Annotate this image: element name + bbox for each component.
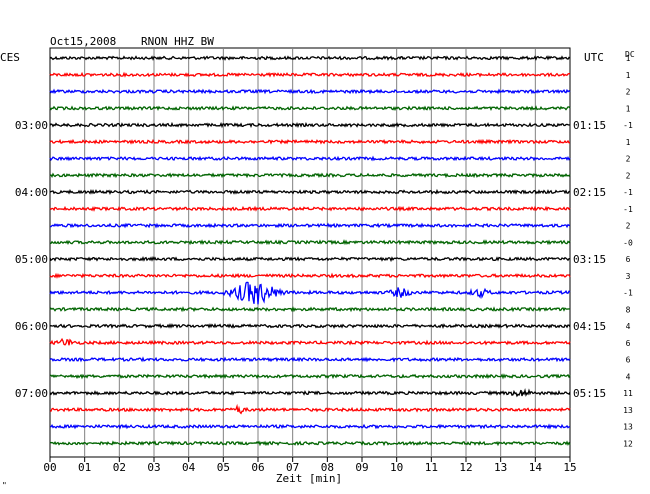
left-time-label: 04:00 bbox=[15, 186, 48, 199]
dc-value-label: 1 bbox=[626, 71, 631, 80]
x-tick-label: 12 bbox=[459, 461, 472, 474]
trace-line bbox=[49, 373, 571, 380]
dc-value-label: 6 bbox=[626, 255, 631, 264]
x-tick-label: 15 bbox=[563, 461, 576, 474]
corner-mark: " bbox=[2, 481, 7, 490]
dc-value-label: -1 bbox=[623, 205, 633, 214]
trace-line bbox=[49, 440, 571, 447]
dc-value-label: -1 bbox=[623, 289, 633, 298]
trace-line bbox=[49, 306, 571, 313]
trace-line bbox=[49, 55, 571, 61]
x-tick-label: 02 bbox=[113, 461, 126, 474]
dc-value-label: 8 bbox=[626, 305, 631, 314]
x-tick-label: 04 bbox=[182, 461, 196, 474]
x-tick-label: 13 bbox=[494, 461, 507, 474]
chart-date: Oct15,2008 bbox=[50, 35, 116, 48]
trace-line bbox=[49, 337, 571, 346]
plot-frame bbox=[49, 47, 571, 458]
x-tick-label: 09 bbox=[355, 461, 368, 474]
left-time-label: 03:00 bbox=[15, 119, 48, 132]
dc-value-label: 13 bbox=[623, 423, 633, 432]
time-labels: 03:00 04:00 05:00 06:00 07:00 01:15 02:15 03:15… bbox=[15, 119, 606, 400]
right-time-label: 04:15 bbox=[573, 320, 606, 333]
dc-value-label: -0 bbox=[623, 238, 633, 247]
right-time-label: 02:15 bbox=[573, 186, 606, 199]
trace-line bbox=[49, 356, 571, 363]
right-timezone-label: UTC bbox=[584, 51, 604, 64]
x-tick-label: 01 bbox=[78, 461, 91, 474]
trace-line bbox=[49, 281, 571, 305]
dc-value-label: 4 bbox=[626, 322, 631, 331]
dc-column-header: DC bbox=[625, 50, 635, 59]
left-time-label: 06:00 bbox=[15, 320, 48, 333]
x-tick-label: 08 bbox=[321, 461, 334, 474]
trace-line bbox=[49, 155, 571, 162]
trace-line bbox=[49, 172, 571, 179]
x-tick-label: 03 bbox=[147, 461, 160, 474]
left-time-label: 05:00 bbox=[15, 253, 48, 266]
trace-line bbox=[49, 205, 571, 212]
x-tick-label: 10 bbox=[390, 461, 403, 474]
dc-value-label: 1 bbox=[626, 138, 631, 147]
dc-value-label: 2 bbox=[626, 222, 631, 231]
dc-value-label: 11 bbox=[623, 389, 633, 398]
x-tick-label: 07 bbox=[286, 461, 299, 474]
trace-line bbox=[49, 88, 571, 95]
x-tick-label: 06 bbox=[251, 461, 264, 474]
chart-station: RNON HHZ BW bbox=[141, 35, 214, 48]
dc-value-label: 3 bbox=[626, 272, 631, 281]
trace-line bbox=[49, 255, 571, 263]
dc-value-label: 13 bbox=[623, 406, 633, 415]
x-tick-label: 05 bbox=[217, 461, 230, 474]
trace-line bbox=[50, 222, 571, 229]
right-time-label: 05:15 bbox=[573, 387, 606, 400]
trace-line bbox=[49, 423, 571, 430]
trace-line bbox=[49, 322, 571, 329]
trace-line bbox=[49, 403, 571, 415]
trace-line bbox=[49, 121, 571, 129]
left-timezone-label: CES bbox=[0, 51, 20, 64]
trace-line bbox=[49, 272, 571, 279]
dc-value-label: 1 bbox=[626, 104, 631, 113]
dc-value-label: -1 bbox=[623, 121, 633, 130]
trace-line bbox=[49, 71, 571, 78]
dc-value-label: -1 bbox=[623, 188, 633, 197]
dc-value-label: 2 bbox=[626, 155, 631, 164]
dc-value-label: 6 bbox=[626, 356, 631, 365]
x-tick-label: 11 bbox=[425, 461, 438, 474]
dc-value-label: 2 bbox=[626, 171, 631, 180]
trace-line bbox=[49, 188, 571, 195]
x-axis-ticks: 00 01 02 03 04 05 06 07 08 09 10 11 12 13 14 15 bbox=[43, 457, 577, 474]
dc-value-label: 12 bbox=[623, 439, 633, 448]
trace-line bbox=[49, 105, 571, 112]
right-time-label: 01:15 bbox=[573, 119, 606, 132]
trace-line bbox=[49, 239, 571, 246]
x-axis-label: Zeit [min] bbox=[276, 472, 342, 485]
left-time-label: 07:00 bbox=[15, 387, 48, 400]
dc-value-label: 6 bbox=[626, 339, 631, 348]
dc-value-label: 1 bbox=[626, 54, 631, 63]
grid-lines bbox=[49, 47, 571, 458]
trace-lines bbox=[49, 55, 571, 447]
right-time-label: 03:15 bbox=[573, 253, 606, 266]
x-tick-label: 14 bbox=[529, 461, 543, 474]
dc-value-label: 2 bbox=[626, 88, 631, 97]
dc-value-label: 4 bbox=[626, 372, 631, 381]
x-tick-label: 00 bbox=[43, 461, 56, 474]
trace-line bbox=[49, 138, 571, 145]
trace-line bbox=[49, 388, 571, 398]
